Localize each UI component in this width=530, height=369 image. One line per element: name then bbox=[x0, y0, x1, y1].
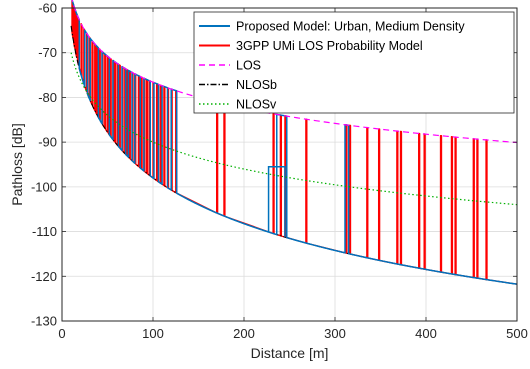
x-tick-label: 100 bbox=[142, 326, 164, 341]
x-tick-label: 300 bbox=[324, 326, 346, 341]
y-tick-label: -90 bbox=[38, 135, 57, 150]
series-los-line bbox=[71, 0, 518, 144]
legend: Proposed Model: Urban, Medium Density 3GP… bbox=[193, 11, 515, 114]
tick-marks bbox=[61, 7, 518, 322]
y-tick-label: -70 bbox=[38, 45, 57, 60]
y-tick-label: -130 bbox=[31, 314, 57, 329]
series-3gpp-umi-line bbox=[71, 0, 518, 285]
y-tick-label: -120 bbox=[31, 269, 57, 284]
y-tick-label: -80 bbox=[38, 90, 57, 105]
tick-labels: 0 100 200 300 400 500 -130 -120 -110 -100 -90 -80 -7… bbox=[31, 1, 528, 342]
x-axis-label: Distance [m] bbox=[251, 345, 329, 361]
x-tick-label: 200 bbox=[233, 326, 255, 341]
y-tick-label: -110 bbox=[32, 224, 57, 239]
series-3gpp-umi bbox=[71, 0, 518, 285]
x-tick-label: 0 bbox=[58, 326, 65, 341]
y-axis-label: Pathloss [dB] bbox=[9, 123, 25, 206]
plot-frame bbox=[61, 7, 518, 322]
legend-label: 3GPP UMi LOS Probability Model bbox=[236, 39, 423, 53]
series-proposed-model-step bbox=[267, 165, 286, 238]
legend-label: NLOSv bbox=[236, 98, 277, 112]
series-nlosv-line bbox=[70, 52, 518, 206]
legend-box bbox=[193, 11, 515, 114]
x-tick-label: 500 bbox=[506, 326, 528, 341]
y-tick-label: -60 bbox=[38, 1, 57, 16]
legend-label: Proposed Model: Urban, Medium Density bbox=[236, 20, 465, 34]
series-layer bbox=[70, 0, 518, 285]
x-tick-label: 400 bbox=[415, 326, 437, 341]
y-tick-label: -100 bbox=[31, 179, 57, 194]
legend-label: LOS bbox=[236, 59, 261, 73]
legend-label: NLOSb bbox=[236, 78, 277, 92]
